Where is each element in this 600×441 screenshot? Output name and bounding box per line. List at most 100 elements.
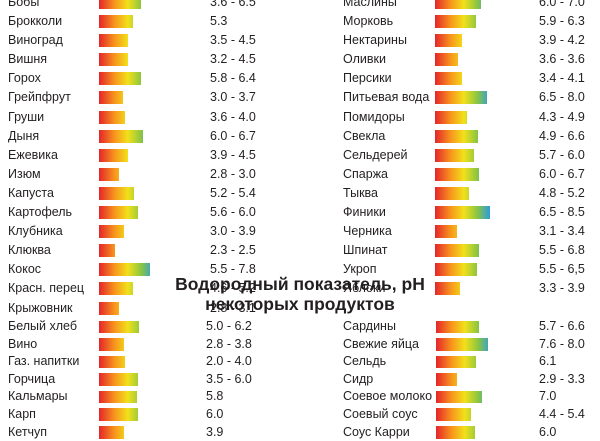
food-name: Свекла [343, 128, 386, 143]
ph-bar [99, 72, 141, 86]
ph-range: 3.9 - 4.5 [210, 147, 256, 162]
ph-range: 5.0 - 6.2 [206, 319, 252, 333]
ph-range: 2.8 - 3.0 [210, 166, 256, 181]
ph-range: 3.6 - 6.5 [210, 0, 256, 9]
food-name: Грейпфрут [8, 90, 71, 105]
ph-bar [435, 186, 469, 200]
ph-bar [435, 91, 487, 105]
ph-range: 5.9 - 6.3 [539, 14, 585, 29]
ph-range: 5.3 [210, 14, 228, 29]
food-name: Персики [343, 71, 392, 86]
ph-bar [99, 338, 124, 351]
ph-range: 4.9 - 6.6 [539, 128, 585, 143]
ph-range: 3.9 [206, 424, 224, 439]
food-name: Морковь [343, 14, 394, 29]
food-name: Финики [343, 205, 386, 220]
ph-range: 3.0 - 3.7 [210, 90, 256, 105]
ph-bar [99, 186, 135, 200]
ph-bar [99, 129, 143, 143]
ph-bar [436, 426, 475, 439]
ph-range: 6.0 - 6.7 [210, 128, 256, 143]
ph-range: 7.0 [539, 389, 557, 404]
ph-bar [99, 167, 119, 181]
ph-range: 4.3 - 4.9 [539, 109, 585, 124]
ph-range: 5.2 - 5.4 [210, 185, 256, 200]
ph-range: 6.0 [206, 406, 224, 421]
food-name: Груши [8, 109, 45, 124]
food-name: Укроп [343, 262, 377, 277]
ph-bar [436, 338, 488, 351]
food-name: Капуста [8, 185, 54, 200]
food-name: Горчица [8, 371, 56, 386]
ph-bar [435, 34, 463, 48]
food-name: Клубника [8, 224, 63, 239]
ph-range: 3.1 - 3.4 [539, 224, 585, 239]
food-name: Соус Карри [343, 424, 410, 439]
food-name: Маслины [343, 0, 397, 9]
food-name: Бобы [8, 0, 40, 9]
food-name: Газ. напитки [8, 354, 80, 369]
ph-bar [436, 390, 482, 404]
food-name: Соевый соус [343, 406, 418, 421]
ph-bar [99, 53, 129, 67]
ph-bar [99, 110, 125, 124]
ph-bar [435, 110, 467, 124]
food-name: Картофель [8, 205, 73, 220]
food-name: Горох [8, 71, 41, 86]
ph-bar [435, 167, 479, 181]
ph-range: 2.9 - 3.3 [539, 371, 585, 386]
food-name: Сидр [343, 371, 374, 386]
ph-bar [435, 206, 491, 220]
food-name: Белый хлеб [8, 319, 77, 333]
ph-bar [99, 408, 138, 421]
ph-bar [99, 390, 137, 404]
section-title: Водородный показатель, рН некоторых прод… [0, 274, 600, 314]
ph-range: 3.5 - 4.5 [210, 33, 256, 48]
ph-range: 5.7 - 6.6 [539, 319, 585, 333]
ph-range: 3.6 - 4.0 [210, 109, 256, 124]
food-name: Черника [343, 224, 392, 239]
ph-range: 6.0 - 7.0 [539, 0, 585, 9]
ph-bar [435, 148, 474, 162]
ph-bar [99, 91, 124, 105]
ph-bar [435, 263, 478, 277]
food-name: Кокос [8, 262, 42, 277]
ph-range: 5.5 - 6,5 [539, 262, 585, 277]
ph-range: 5.7 - 6.0 [539, 147, 585, 162]
section-title-line-1: Водородный показатель, рН [175, 274, 425, 294]
food-name: Клюква [8, 243, 51, 258]
ph-range: 4.4 - 5.4 [539, 406, 585, 421]
food-name: Сельдь [343, 354, 387, 369]
food-name: Кетчуп [8, 424, 48, 439]
ph-bar [99, 34, 129, 48]
ph-bar [99, 244, 116, 258]
ph-range: 2.8 - 3.1 [210, 300, 256, 315]
ph-bar [99, 15, 134, 29]
ph-bar [99, 301, 120, 315]
ph-range: 3.5 - 6.0 [206, 371, 252, 386]
ph-bar [99, 148, 129, 162]
food-name: Брокколи [8, 14, 63, 29]
ph-range: 6.5 - 8.0 [539, 90, 585, 105]
food-name: Оливки [343, 52, 386, 67]
ph-range: 4.6 - 5.2 [210, 281, 256, 296]
food-name: Ежевика [8, 147, 58, 162]
ph-range: 3.3 - 3.9 [539, 281, 585, 296]
food-name: Дыня [8, 128, 40, 143]
ph-bar [435, 129, 478, 143]
food-name: Сельдерей [343, 147, 408, 162]
ph-bar [435, 0, 481, 9]
ph-range: 5.8 [206, 389, 224, 404]
food-name: Яблоки [343, 281, 386, 296]
food-name: Кальмары [8, 389, 68, 404]
ph-range: 4.8 - 5.2 [539, 185, 585, 200]
ph-range: 3.6 - 3.6 [539, 52, 585, 67]
ph-range: 5.6 - 6.0 [210, 205, 256, 220]
ph-bar [436, 408, 472, 421]
food-name: Карп [8, 406, 36, 421]
ph-bar [99, 0, 142, 9]
food-name: Виноград [8, 33, 63, 48]
ph-bar [435, 282, 461, 296]
ph-bar [436, 320, 479, 333]
food-name: Сардины [343, 319, 396, 333]
